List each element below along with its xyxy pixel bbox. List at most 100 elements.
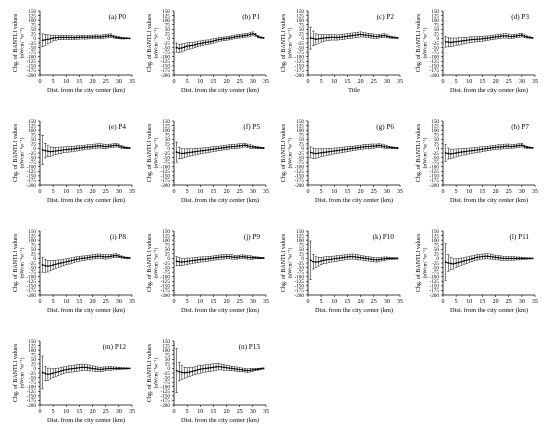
y-tick-label: -175 — [160, 398, 170, 404]
data-point — [238, 256, 241, 258]
data-point — [492, 146, 494, 149]
data-point — [378, 258, 380, 261]
y-tick-label: -125 — [26, 389, 36, 395]
data-point — [378, 144, 380, 147]
panel-9: 1501251007550250-25-50-75-100-125-150-17… — [12, 229, 135, 314]
data-point — [481, 255, 484, 258]
data-point — [478, 148, 481, 151]
x-axis-label: Title — [348, 87, 360, 94]
data-point — [476, 148, 479, 151]
y-tick-label: 50 — [434, 247, 440, 253]
panel-label: (e) P4 — [109, 123, 127, 131]
data-point — [104, 145, 107, 148]
data-point — [75, 36, 78, 39]
data-point — [502, 34, 505, 37]
x-tick-label: 35 — [532, 189, 538, 195]
data-point — [86, 366, 89, 369]
data-point — [393, 146, 396, 149]
x-tick-label: 35 — [129, 79, 135, 85]
x-tick-label: 25 — [237, 189, 243, 195]
data-point — [505, 257, 507, 260]
data-point — [204, 367, 207, 370]
data-point — [110, 34, 112, 37]
data-point — [249, 369, 252, 372]
data-point — [513, 35, 515, 38]
y-tick-label: -25 — [163, 151, 170, 157]
data-point — [225, 37, 228, 40]
y-tick-label: 0 — [436, 256, 439, 262]
x-tick-label: 10 — [331, 189, 337, 195]
data-point — [476, 256, 479, 259]
y-axis-unit: (nWcm⁻²sr⁻¹) — [153, 27, 160, 58]
y-tick-label: -175 — [294, 288, 304, 294]
y-axis-unit: (nWcm⁻²sr⁻¹) — [422, 247, 429, 278]
y-tick-label: -150 — [160, 284, 170, 290]
data-point — [388, 146, 391, 149]
data-point — [41, 148, 44, 151]
data-point — [183, 152, 186, 155]
data-point — [523, 145, 526, 148]
y-tick-label: -175 — [26, 398, 36, 404]
data-point — [520, 257, 523, 260]
y-tick-label: 150 — [431, 9, 439, 15]
x-tick-label: 0 — [39, 409, 42, 415]
data-point — [515, 257, 518, 260]
data-point — [83, 36, 86, 39]
data-point — [49, 264, 52, 267]
data-point — [497, 35, 500, 38]
data-point — [62, 261, 65, 264]
data-point — [212, 257, 215, 259]
x-tick-label: 25 — [237, 409, 243, 415]
data-point — [178, 260, 181, 263]
y-tick-label: 50 — [165, 137, 171, 143]
data-point — [463, 150, 465, 153]
y-tick-label: 75 — [299, 243, 305, 249]
data-point — [52, 264, 55, 266]
y-tick-label: 0 — [33, 366, 36, 372]
y-tick-label: 75 — [434, 133, 440, 139]
y-tick-label: 100 — [28, 128, 36, 134]
x-tick-label: 0 — [39, 189, 42, 195]
y-tick-label: 150 — [296, 9, 304, 15]
data-point — [225, 366, 228, 369]
y-tick-label: -150 — [294, 174, 304, 180]
data-point — [460, 40, 463, 42]
data-point — [354, 34, 357, 37]
data-point — [520, 144, 523, 147]
y-axis-unit: (nWcm⁻²sr⁻¹) — [287, 247, 294, 278]
data-point — [494, 36, 497, 38]
data-point — [330, 258, 333, 261]
y-tick-label: -50 — [163, 265, 170, 271]
data-point — [444, 152, 447, 154]
data-point — [471, 38, 473, 41]
y-tick-label: -150 — [26, 284, 36, 290]
x-tick-label: 5 — [52, 189, 55, 195]
data-point — [322, 37, 325, 39]
y-tick-label: 100 — [162, 18, 170, 24]
y-axis-label: Chg. of BANTLI values — [12, 13, 19, 72]
series-line — [176, 144, 264, 155]
data-point — [523, 35, 526, 38]
y-tick-label: 100 — [296, 128, 304, 134]
data-point — [241, 255, 244, 258]
x-tick-label: 30 — [519, 189, 525, 195]
x-tick-label: 25 — [371, 79, 377, 85]
data-point — [75, 258, 78, 261]
y-tick-label: 75 — [165, 133, 171, 139]
data-point — [212, 148, 215, 151]
x-tick-label: 15 — [76, 79, 82, 85]
panel-label: (l) P11 — [510, 233, 530, 241]
y-tick-label: 0 — [33, 256, 36, 262]
x-tick-label: 25 — [506, 299, 512, 305]
x-tick-label: 25 — [371, 189, 377, 195]
data-point — [188, 371, 191, 373]
series-line — [310, 256, 398, 263]
y-tick-label: -125 — [160, 389, 170, 395]
y-tick-label: -25 — [163, 261, 170, 267]
x-tick-label: 30 — [250, 79, 256, 85]
data-point — [486, 147, 489, 150]
data-point — [62, 369, 65, 372]
data-point — [452, 263, 455, 265]
y-tick-label: 0 — [167, 366, 170, 372]
data-point — [312, 152, 315, 155]
